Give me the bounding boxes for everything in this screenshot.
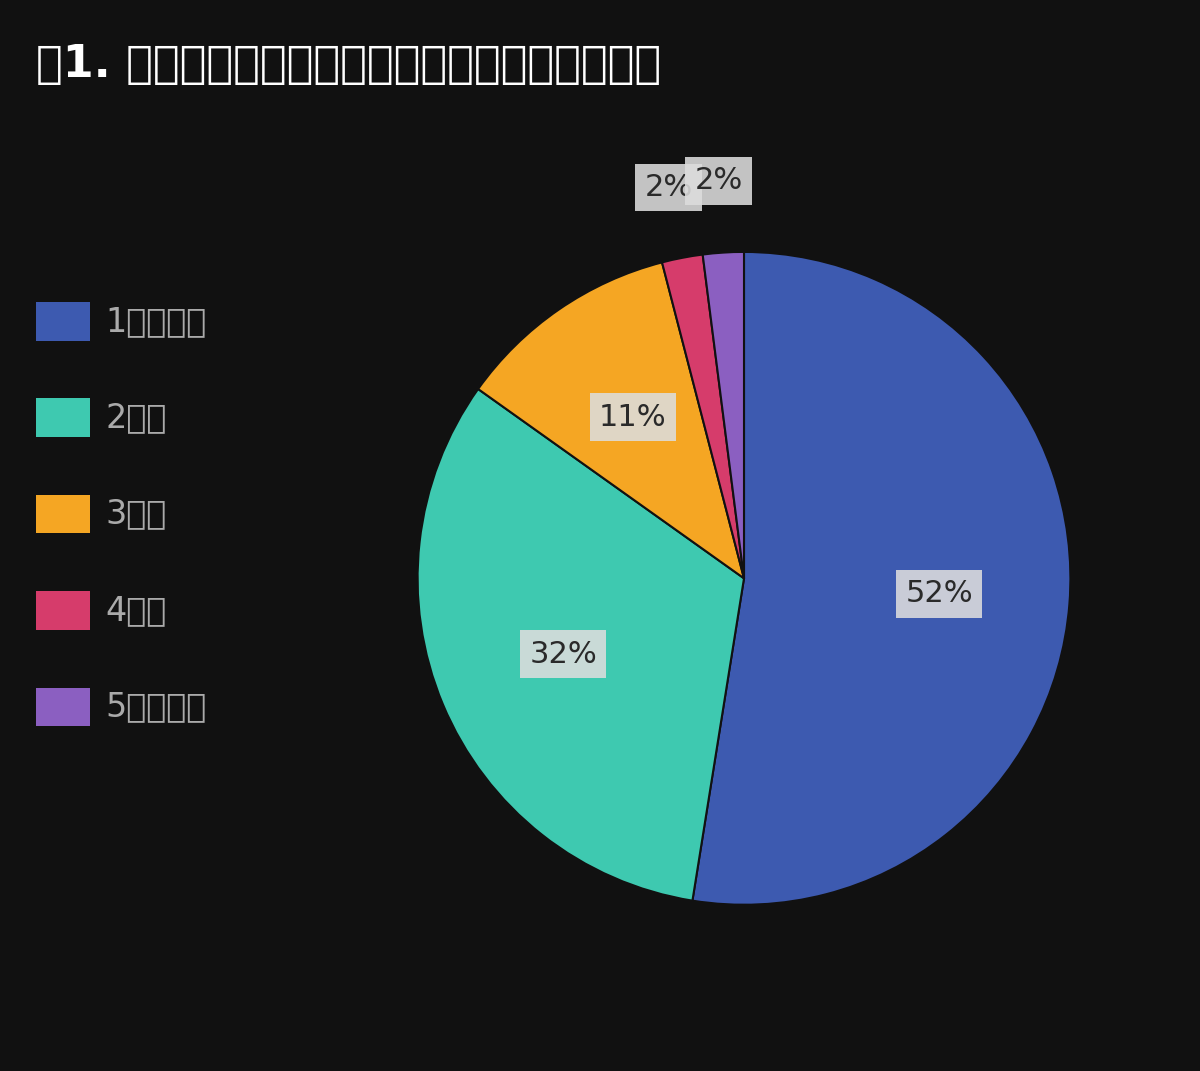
- Wedge shape: [703, 252, 744, 578]
- Text: 4店舗: 4店舗: [106, 594, 167, 627]
- Text: 52%: 52%: [906, 579, 973, 608]
- Wedge shape: [478, 262, 744, 578]
- Text: 2店舗: 2店舗: [106, 402, 167, 434]
- Text: 3店舗: 3店舗: [106, 498, 167, 530]
- Text: 5店舗以上: 5店舗以上: [106, 691, 206, 723]
- Wedge shape: [662, 255, 744, 578]
- Text: 1店舗のみ: 1店舗のみ: [106, 305, 206, 337]
- Wedge shape: [692, 252, 1070, 905]
- Text: 32%: 32%: [529, 639, 598, 668]
- Text: 図1. 普段利用しているガソリンスタンドの店舗数: 図1. 普段利用しているガソリンスタンドの店舗数: [36, 43, 661, 86]
- Text: 2%: 2%: [644, 172, 692, 201]
- Wedge shape: [418, 389, 744, 901]
- Text: 11%: 11%: [599, 403, 667, 432]
- Text: 2%: 2%: [695, 166, 743, 195]
